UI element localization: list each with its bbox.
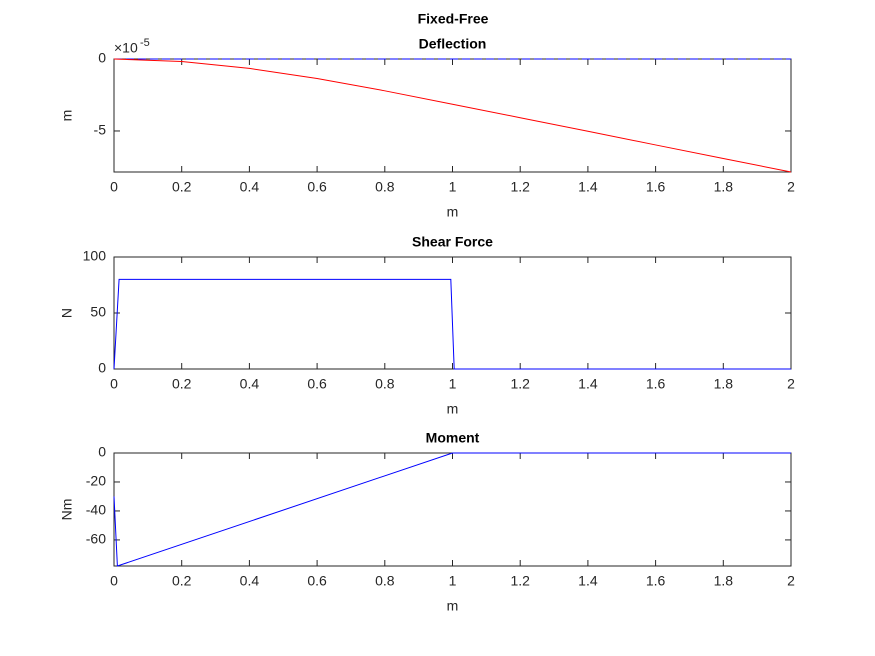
x-tick-label: 1.2 [510,573,530,589]
x-tick-label: 1.4 [578,573,598,589]
x-axis-label: m [447,204,459,220]
x-tick-label: 1.6 [646,179,666,195]
data-line [113,278,791,370]
data-line [113,452,791,567]
x-tick-label: 1 [449,573,457,589]
x-tick-label: 1.8 [714,573,734,589]
x-axis-label: m [447,598,459,614]
x-tick-label: 1.4 [578,179,598,195]
x-tick-label: 0.6 [307,376,327,392]
x-tick-label: 1.2 [510,376,530,392]
x-tick-label: 0 [110,573,118,589]
x-tick-label: 2 [787,573,795,589]
x-tick-label: 0 [110,376,118,392]
y-axis-label: m [59,110,75,122]
y-tick-label: -40 [86,502,106,518]
axes-frame [113,452,792,567]
x-tick-label: 1 [449,376,457,392]
y-tick-label: 50 [90,304,106,320]
y-tick-label: -60 [86,531,106,547]
x-tick-label: 1.8 [714,376,734,392]
x-tick-label: 0.4 [240,573,260,589]
y-tick-label: 100 [83,248,107,264]
x-tick-label: 0.4 [240,376,260,392]
x-tick-label: 1 [449,179,457,195]
y-multiplier-exponent: -5 [140,37,150,49]
x-tick-label: 0.8 [375,376,395,392]
y-multiplier: ×10 [114,40,138,56]
x-tick-label: 1.8 [714,179,734,195]
x-axis-label: m [447,401,459,417]
y-tick-label: 0 [98,444,106,460]
y-tick-label: 0 [98,50,106,66]
y-axis-label: Nm [59,499,75,521]
x-tick-label: 1.6 [646,573,666,589]
x-tick-label: 0.8 [375,179,395,195]
x-tick-label: 1.2 [510,179,530,195]
x-tick-label: 2 [787,376,795,392]
axes-frame [113,58,792,173]
x-tick-label: 0 [110,179,118,195]
y-tick-label: -5 [94,122,107,138]
data-line [113,58,792,173]
x-tick-label: 0.6 [307,573,327,589]
x-tick-label: 1.6 [646,376,666,392]
y-axis-label: N [59,308,75,318]
x-tick-label: 0.2 [172,376,192,392]
x-tick-label: 0.6 [307,179,327,195]
x-tick-label: 0.2 [172,573,192,589]
axes-title: Deflection [419,36,487,52]
x-tick-label: 0.4 [240,179,260,195]
y-tick-label: -20 [86,473,106,489]
figure-title: Fixed-Free [418,11,489,27]
y-tick-label: 0 [98,360,106,376]
x-tick-label: 0.8 [375,573,395,589]
x-tick-label: 2 [787,179,795,195]
x-tick-label: 1.4 [578,376,598,392]
axes-title: Moment [426,430,480,446]
axes-title: Shear Force [412,234,493,250]
x-tick-label: 0.2 [172,179,192,195]
